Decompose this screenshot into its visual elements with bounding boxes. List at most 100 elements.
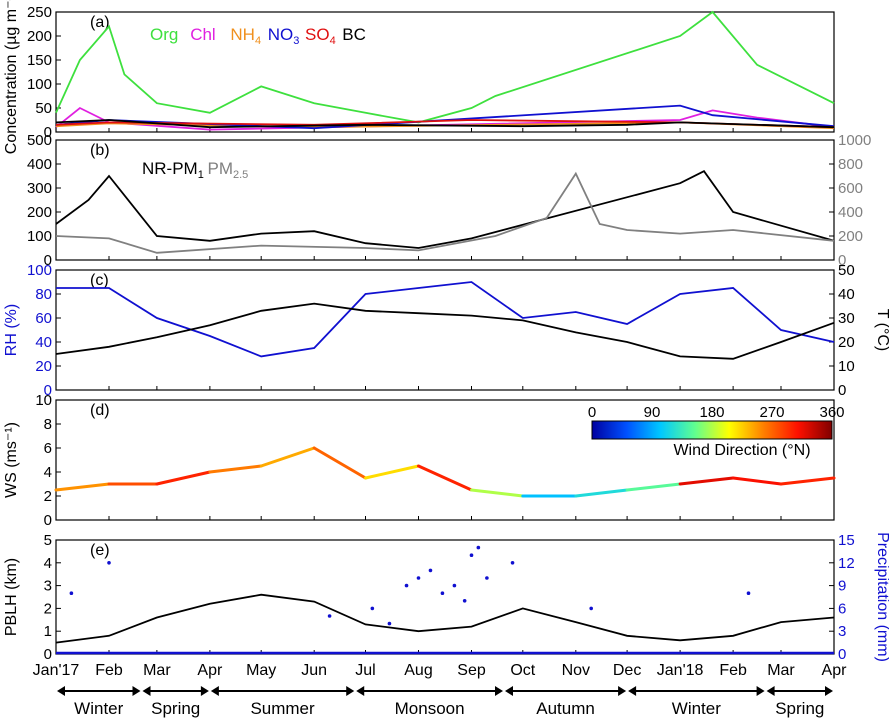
wind-speed-segment bbox=[312, 446, 367, 480]
data-point bbox=[469, 553, 474, 557]
x-tick-label: Oct bbox=[510, 662, 535, 679]
data-point bbox=[370, 606, 375, 611]
y2-tick-label: 1000 bbox=[838, 132, 871, 149]
x-tick-label: Mar bbox=[767, 662, 795, 679]
plot-frame bbox=[55, 399, 835, 521]
data-point bbox=[452, 583, 457, 588]
season-label: Winter bbox=[74, 699, 123, 718]
y2-tick-label: 6 bbox=[838, 600, 846, 617]
y-tick-label: 300 bbox=[27, 180, 52, 197]
data-point bbox=[589, 606, 593, 611]
data-point bbox=[387, 621, 392, 626]
y-tick-label: 60 bbox=[35, 310, 52, 327]
wind-speed-segment bbox=[259, 446, 316, 468]
y-tick-label: 4 bbox=[44, 464, 52, 481]
x-tick-label: Nov bbox=[562, 662, 590, 679]
panel-b: 0 100 200 300 400 500 0 200 400 600 800 1000 (b) NR-P… bbox=[27, 132, 871, 269]
panel-label: (b) bbox=[90, 142, 110, 159]
data-point bbox=[69, 591, 74, 595]
panel-c: 0 20 40 60 80 100 0 10 20 30 40 50 (c) RH (%) T (°C) bbox=[3, 262, 889, 399]
panel-label: (d) bbox=[90, 402, 110, 419]
season-label: Spring bbox=[775, 699, 824, 718]
arrow-head-left bbox=[356, 686, 365, 696]
data-point bbox=[510, 561, 515, 565]
panel-d: 0 2 4 6 8 10 (d) WS (ms⁻¹) 0 90 180 270 360 Wind Dire… bbox=[3, 392, 845, 529]
series-line-pm2-5 bbox=[55, 171, 835, 254]
arrow-head-left bbox=[628, 686, 637, 696]
wind-speed-segment bbox=[416, 464, 474, 492]
x-tick-label: Feb bbox=[95, 662, 123, 679]
arrow-head-right bbox=[825, 686, 833, 696]
y-axis-label: RH (%) bbox=[3, 304, 20, 356]
colorbar-tick-label: 180 bbox=[699, 404, 724, 421]
x-tick-label: Feb bbox=[719, 662, 747, 679]
y-tick-label: 0 bbox=[44, 512, 52, 529]
y-tick-label: 100 bbox=[27, 262, 52, 279]
x-tick-label: Jan'18 bbox=[657, 662, 704, 679]
y-axis-label: Concentration (µg m⁻³) bbox=[3, 0, 20, 154]
y-tick-label: 2 bbox=[44, 600, 52, 617]
wind-speed-segment bbox=[363, 464, 420, 480]
colorbar bbox=[591, 420, 833, 440]
x-tick-label: Jul bbox=[355, 662, 375, 679]
legend-entry: NO3 bbox=[268, 25, 300, 47]
panel-label: (a) bbox=[90, 14, 110, 31]
y2-tick-label: 10 bbox=[838, 358, 855, 375]
wind-speed-segment bbox=[779, 476, 836, 486]
y2-axis-label: T (°C) bbox=[874, 309, 889, 352]
series-line-bc bbox=[55, 119, 835, 129]
data-point bbox=[404, 583, 409, 588]
y-axis-label: PBLH (km) bbox=[3, 558, 20, 636]
data-point bbox=[416, 576, 421, 580]
data-point bbox=[476, 545, 481, 550]
arrow-head-right bbox=[132, 686, 141, 696]
x-tick-label: Sep bbox=[457, 662, 486, 679]
series-line-t bbox=[55, 302, 835, 360]
y2-tick-label: 0 bbox=[838, 382, 846, 399]
panel-label: (e) bbox=[90, 542, 110, 559]
y-tick-label: 1 bbox=[44, 623, 52, 640]
arrow-head-right bbox=[756, 686, 765, 696]
arrow-head-right bbox=[618, 686, 627, 696]
plot-frame bbox=[55, 139, 835, 261]
colorbar-tick-label: 270 bbox=[759, 404, 784, 421]
series-line-pblh bbox=[55, 593, 835, 644]
panel-label: (c) bbox=[90, 272, 109, 289]
data-point bbox=[746, 591, 751, 595]
y-tick-label: 0 bbox=[44, 382, 52, 399]
y-tick-label: 40 bbox=[35, 334, 52, 351]
x-tick-label: Jun bbox=[301, 662, 327, 679]
y2-tick-label: 9 bbox=[838, 578, 846, 595]
y-tick-label: 4 bbox=[44, 555, 52, 572]
series-line-nr-pm1 bbox=[55, 170, 835, 249]
y-tick-label: 100 bbox=[27, 228, 52, 245]
season-label: Winter bbox=[672, 699, 721, 718]
x-tick-label: Dec bbox=[613, 662, 641, 679]
colorbar-label: Wind Direction (°N) bbox=[673, 442, 810, 459]
panel-a: 0 50 100 150 200 250 (a) Concentration (µg m⁻³)… bbox=[3, 0, 835, 154]
y2-tick-label: 800 bbox=[838, 156, 863, 173]
series-line-org bbox=[55, 10, 835, 124]
legend-entry: Org bbox=[150, 25, 178, 44]
y-tick-label: 0 bbox=[44, 252, 52, 269]
arrow-head-right bbox=[346, 686, 355, 696]
colorbar-tick-label: 90 bbox=[644, 404, 661, 421]
data-point bbox=[440, 591, 445, 595]
y2-axis-label: Precipitation (mm) bbox=[874, 532, 889, 662]
x-tick-label: Apr bbox=[822, 662, 848, 679]
y-tick-label: 2 bbox=[44, 488, 52, 505]
y-tick-label: 10 bbox=[35, 392, 52, 409]
season-bar: Winter Spring Summer Monsoon Autumn Winter Spr… bbox=[57, 686, 833, 718]
series-line-rh bbox=[56, 281, 835, 358]
y-tick-label: 50 bbox=[35, 100, 52, 117]
legend-entry: PM2.5 bbox=[208, 159, 249, 181]
x-tick-label: Jan'17 bbox=[33, 662, 80, 679]
season-label: Autumn bbox=[536, 699, 595, 718]
y-tick-label: 250 bbox=[27, 4, 52, 21]
x-tick-label: Apr bbox=[197, 662, 223, 679]
arrow-head-left bbox=[210, 686, 219, 696]
wind-speed-segment bbox=[678, 476, 735, 486]
y-tick-label: 80 bbox=[35, 286, 52, 303]
plot-frame bbox=[55, 11, 835, 133]
